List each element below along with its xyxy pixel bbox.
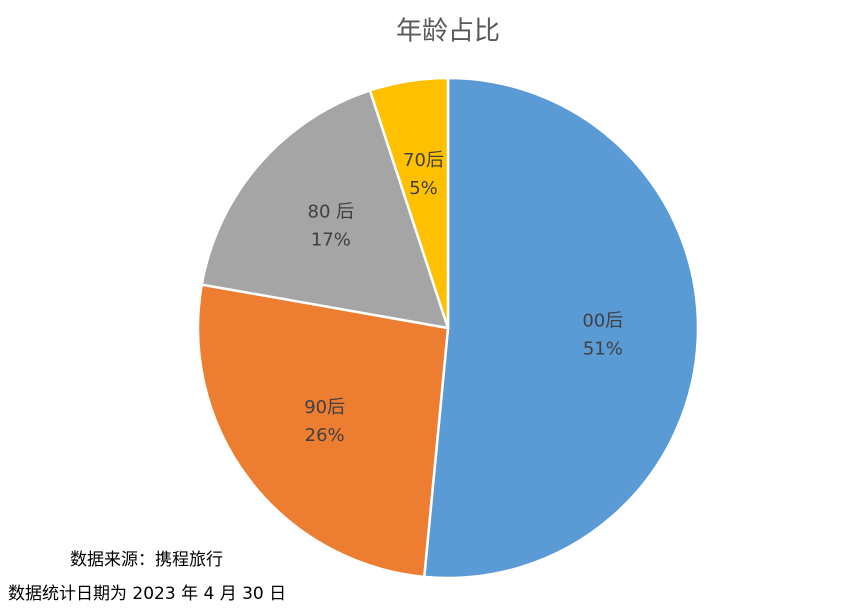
value-label: 26% [305,425,345,446]
slice-label: 90后 [304,397,345,418]
pie-slice [196,283,450,579]
pie-slice [422,76,700,580]
pie-slice [200,88,450,330]
slice-label: 70后 [403,150,444,171]
slice-label: 80 后 [308,201,355,222]
value-label: 51% [583,338,623,359]
value-label: 5% [409,178,438,199]
pie-slice [368,76,450,329]
source-note: 数据来源：携程旅行 [70,550,223,570]
slice-label: 00后 [582,310,623,331]
date-note: 数据统计日期为 2023 年 4 月 30 日 [8,584,286,604]
value-label: 17% [311,229,351,250]
chart-title: 年龄占比 [396,17,500,47]
